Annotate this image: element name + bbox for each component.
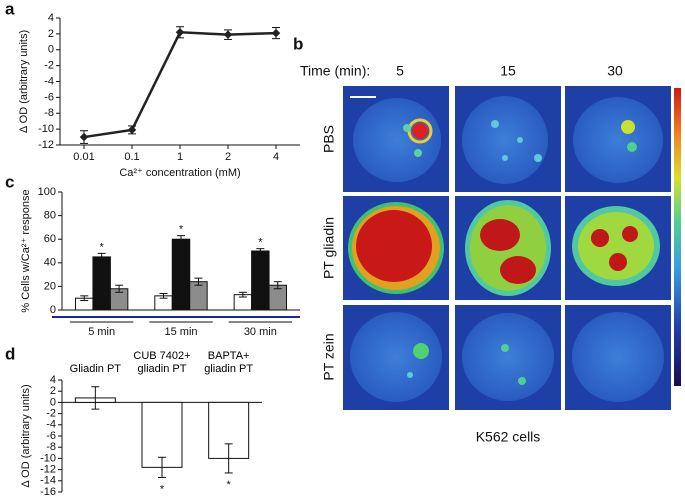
y-axis-label: Δ OD (arbitrary units): [18, 30, 30, 133]
y-tick-label: 80: [44, 210, 56, 222]
significance-mark: *: [100, 241, 105, 253]
panel-label: b: [293, 34, 303, 53]
footer: K562 cells: [476, 429, 541, 445]
significance-mark: *: [160, 483, 165, 495]
row-label: PBS: [321, 125, 337, 153]
time-label: Time (min):: [300, 63, 370, 79]
marker: [127, 125, 137, 135]
y-tick-label: 2: [50, 385, 56, 397]
y-tick-label: -12: [40, 464, 56, 476]
y-tick-label: -4: [44, 75, 54, 87]
column-label: 5: [396, 63, 404, 79]
line: [83, 30, 277, 139]
x-tick-label: 15 min: [164, 326, 197, 338]
x-tick-label: 4: [273, 151, 279, 163]
y-tick-label: 0: [50, 304, 56, 316]
column-label: 15: [500, 63, 516, 79]
y-tick-label: 0: [48, 44, 54, 56]
y-tick-label: -6: [46, 430, 56, 442]
marker: [79, 132, 89, 142]
x-axis-label: Ca²⁺ concentration (mM): [119, 167, 240, 179]
significance-mark: *: [179, 224, 184, 236]
marker: [175, 28, 185, 37]
significance-mark: *: [258, 237, 263, 249]
y-tick-label: 4: [48, 12, 54, 24]
y-tick-label: 20: [44, 280, 56, 292]
marker: [223, 30, 233, 39]
y-tick-label: -8: [46, 441, 56, 453]
x-tick-label: CUB 7402+ gliadin PT: [133, 350, 191, 375]
y-tick-label: -14: [40, 475, 56, 487]
significance-mark: *: [227, 479, 232, 491]
row-label: PT gliadin: [321, 217, 337, 279]
panel-label: c: [5, 172, 14, 191]
y-tick-label: -12: [38, 139, 54, 151]
marker: [271, 28, 281, 38]
panel-label: a: [5, 0, 15, 18]
bar: [189, 281, 208, 311]
y-tick-label: -6: [44, 91, 54, 103]
y-tick-label: 4: [50, 374, 56, 386]
column-label: 30: [607, 63, 623, 79]
panel-label: d: [5, 344, 15, 363]
y-tick-label: -2: [44, 60, 54, 72]
y-tick-label: -10: [40, 452, 56, 464]
bar: [141, 401, 183, 468]
x-tick-label: BAPTA+ gliadin PT: [204, 350, 254, 375]
y-tick-label: -8: [44, 107, 54, 119]
y-axis-label: Δ OD (arbitrary units): [20, 384, 32, 487]
bar: [92, 256, 111, 311]
x-tick-label: 0.01: [73, 151, 94, 163]
y-tick-label: -4: [46, 419, 56, 431]
x-tick-label: Gliadin PT: [69, 363, 121, 375]
x-tick-label: 5 min: [88, 326, 115, 338]
bar: [171, 238, 191, 311]
y-tick-label: 60: [44, 233, 56, 245]
y-tick-label: -2: [46, 408, 56, 420]
y-tick-label: -10: [38, 123, 54, 135]
x-tick-label: 0.1: [124, 151, 139, 163]
x-tick-label: 30 min: [244, 326, 277, 338]
y-tick-label: -16: [40, 486, 56, 498]
x-tick-label: 2: [225, 151, 231, 163]
y-tick-label: 40: [44, 257, 56, 269]
y-tick-label: 2: [48, 28, 54, 40]
y-axis-label: % Cells w/Ca²⁺ response: [20, 189, 32, 312]
y-tick-label: 0: [50, 396, 56, 408]
bar: [251, 250, 270, 311]
x-tick-label: 1: [177, 151, 183, 163]
row-label: PT zein: [321, 333, 337, 380]
y-tick-label: 100: [38, 186, 56, 198]
micrographs: [343, 86, 681, 410]
